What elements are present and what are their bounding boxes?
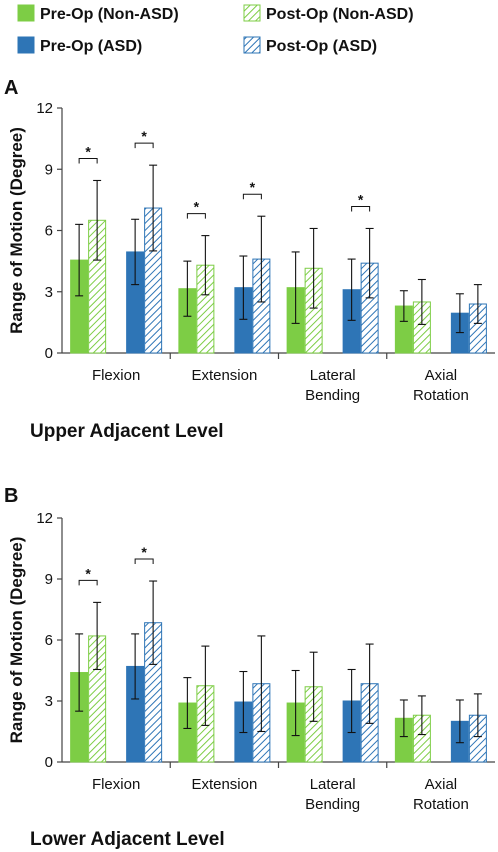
y-tick-label: 9 (45, 571, 53, 588)
significance-star: * (85, 565, 91, 581)
legend-swatch (17, 36, 35, 54)
y-tick-label: 6 (45, 632, 53, 649)
significance-star: * (194, 199, 200, 215)
significance-star: * (85, 143, 91, 159)
category-label: Lateral (310, 367, 356, 384)
significance-bracket (242, 193, 262, 200)
panel-caption: Lower Adjacent Level (30, 829, 225, 850)
y-tick-label: 12 (36, 100, 53, 117)
category-label: Bending (305, 387, 360, 404)
panel-label: A (4, 77, 18, 99)
legend-label: Post-Op (Non-ASD) (266, 6, 414, 23)
category-label: Extension (191, 367, 257, 384)
significance-bracket (78, 579, 98, 586)
significance-star: * (141, 128, 147, 144)
legend-label: Pre-Op (Non-ASD) (40, 6, 179, 23)
y-tick-label: 3 (45, 284, 53, 301)
category-label: Extension (191, 776, 257, 793)
legend-swatch (243, 36, 261, 54)
panel-b: B Range of Motion (Degree) 0 3 6 9 12 Flexion Ex… (4, 485, 495, 850)
panel-label: B (4, 485, 18, 507)
category-label: Rotation (413, 796, 469, 813)
significance-bracket (186, 213, 206, 219)
category-label: Bending (305, 796, 360, 813)
legend-swatch (17, 4, 35, 22)
category-label: Axial (425, 367, 458, 384)
y-tick-label: 0 (45, 754, 53, 771)
category-label: Flexion (92, 776, 140, 793)
panel-caption: Upper Adjacent Level (30, 421, 224, 442)
category-label: Rotation (413, 387, 469, 404)
y-axis-title: Range of Motion (Degree) (7, 127, 26, 334)
y-axis-title: Range of Motion (Degree) (7, 537, 26, 744)
significance-star: * (141, 544, 147, 560)
y-tick-label: 9 (45, 161, 53, 178)
significance-star: * (358, 191, 364, 207)
significance-bracket (134, 558, 154, 565)
category-label: Lateral (310, 776, 356, 793)
y-tick-label: 6 (45, 223, 53, 240)
category-label: Axial (425, 776, 458, 793)
panel-a: A Range of Motion (Degree) 0 3 6 9 12 Flexion Ex… (4, 77, 495, 442)
y-tick-label: 3 (45, 693, 53, 710)
significance-star: * (250, 179, 256, 195)
significance-bracket (351, 205, 371, 212)
significance-bracket (134, 142, 154, 149)
y-tick-label: 12 (36, 510, 53, 527)
significance-bracket (78, 157, 98, 164)
legend: Pre-Op (Non-ASD) Post-Op (Non-ASD) Pre-Op … (17, 4, 414, 55)
y-tick-label: 0 (45, 345, 53, 362)
category-label: Flexion (92, 367, 140, 384)
legend-label: Pre-Op (ASD) (40, 38, 142, 55)
legend-swatch (243, 4, 261, 22)
legend-label: Post-Op (ASD) (266, 38, 377, 55)
